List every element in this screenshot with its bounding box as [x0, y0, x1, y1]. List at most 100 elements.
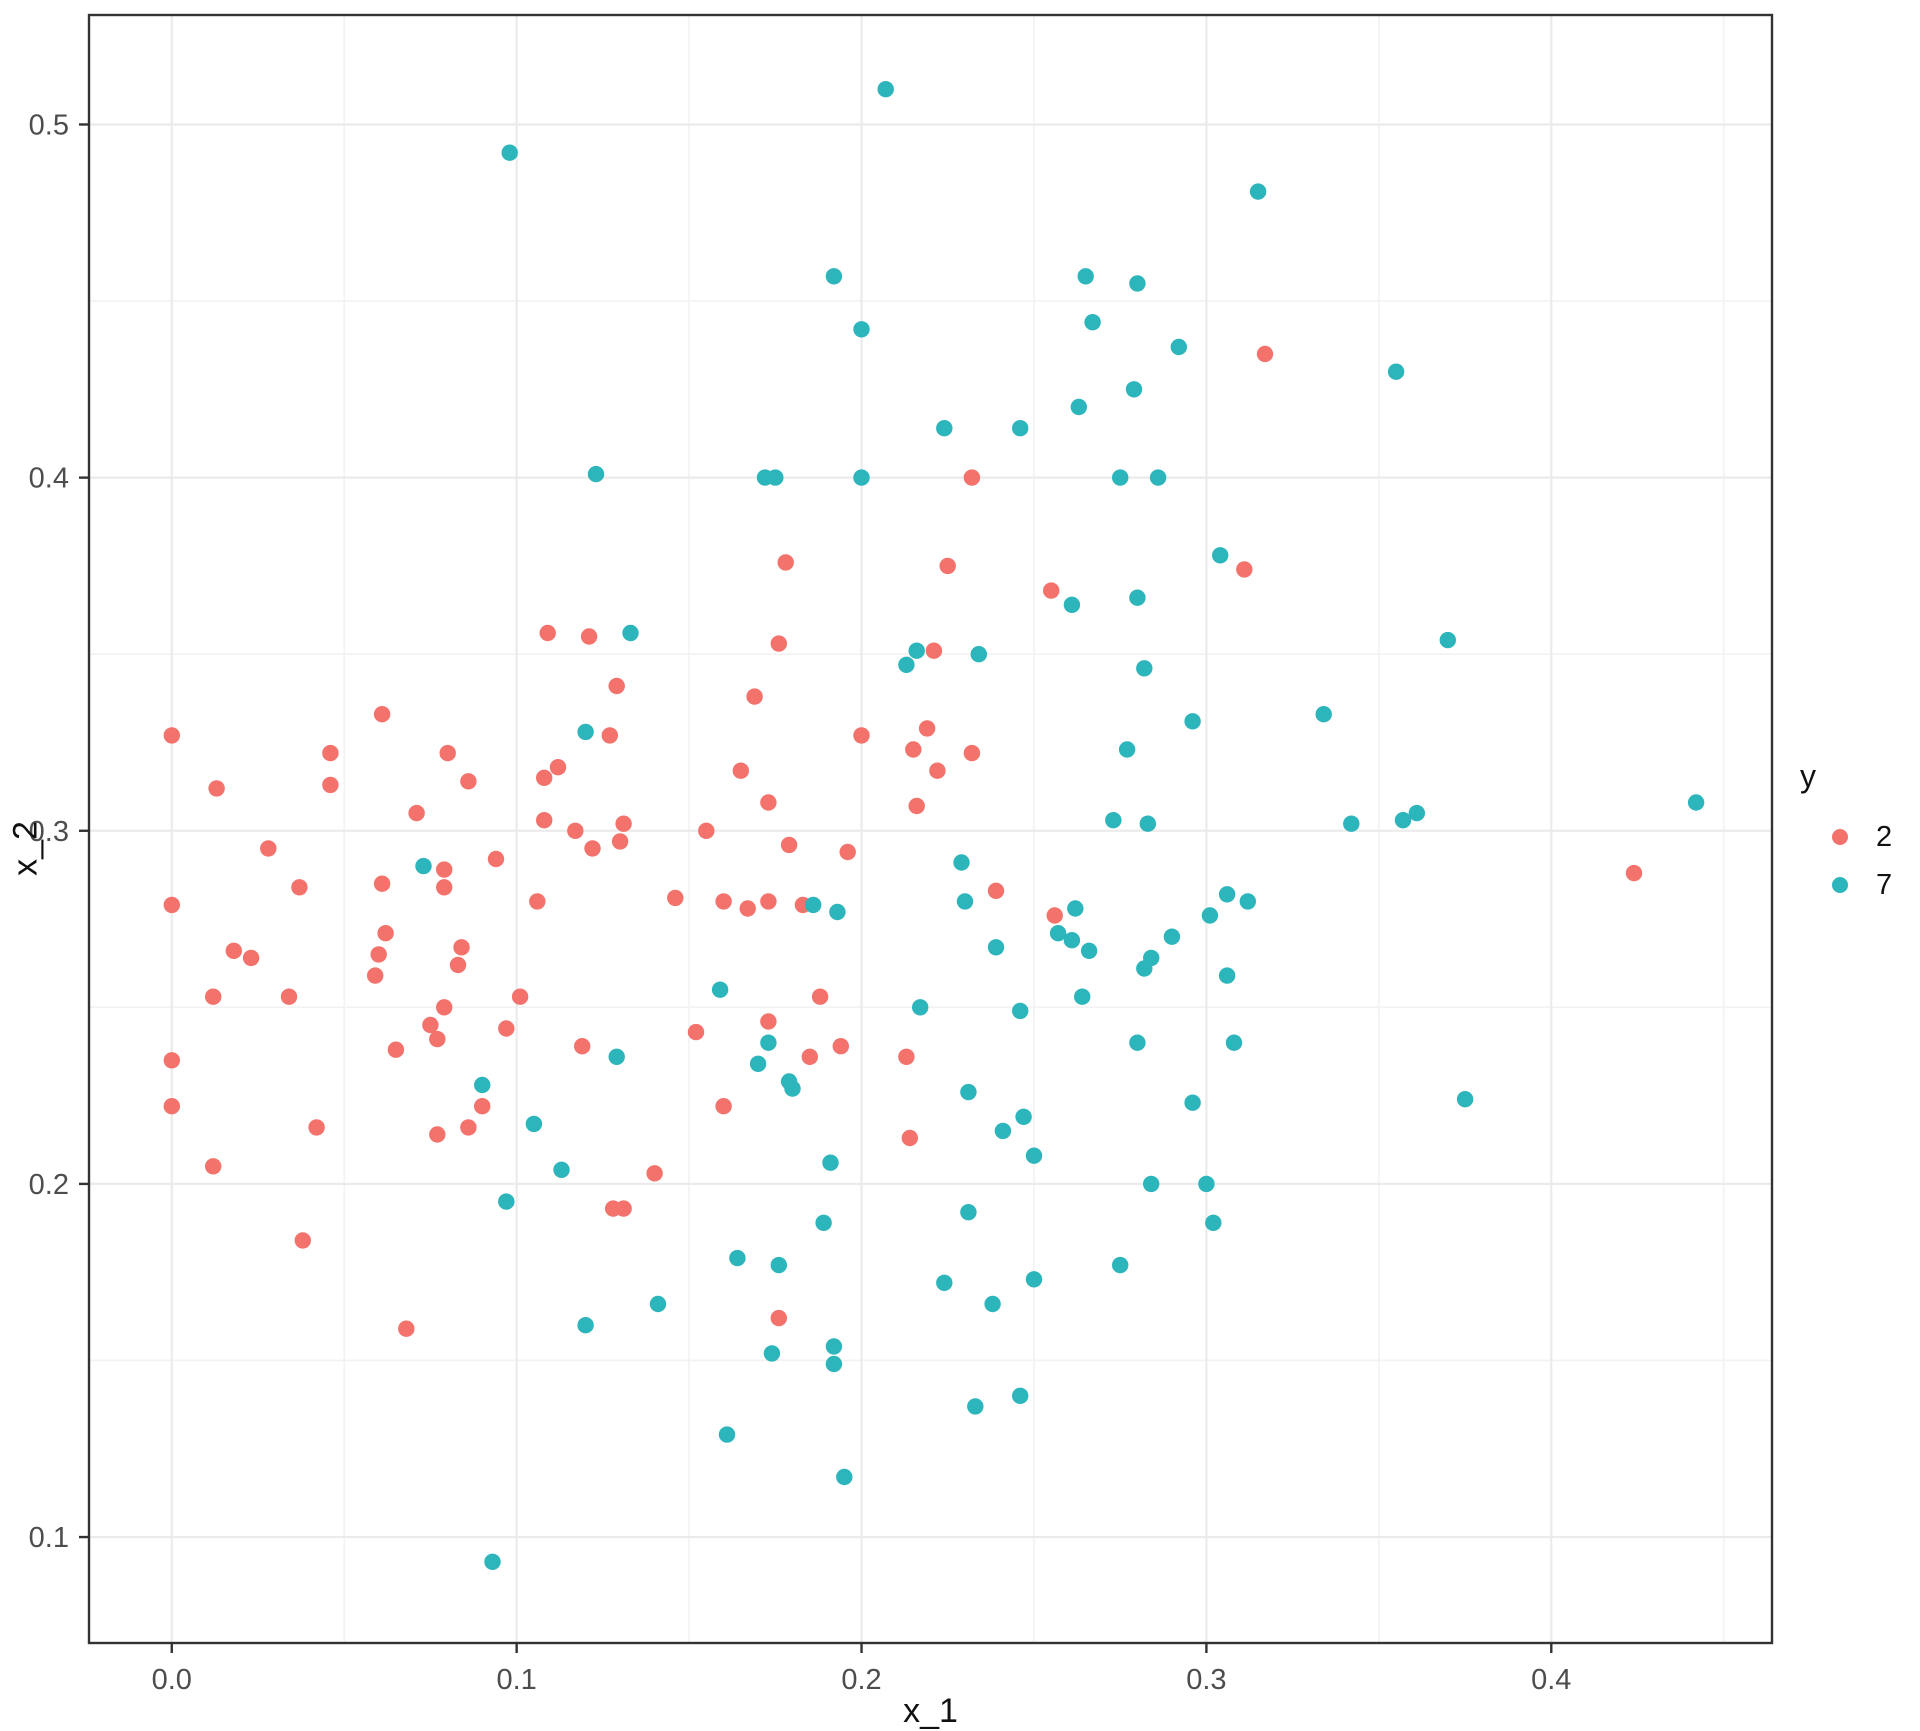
data-point-class-7 — [1143, 1175, 1160, 1193]
data-point-class-2 — [322, 744, 339, 762]
data-point-class-2 — [780, 836, 798, 854]
data-point-class-7 — [1118, 741, 1136, 758]
data-point-class-7 — [415, 857, 432, 875]
x-tick-label: 0.4 — [1531, 1664, 1571, 1696]
data-point-class-2 — [373, 706, 391, 723]
data-point-class-7 — [577, 723, 594, 741]
data-point-class-2 — [429, 1126, 446, 1143]
data-point-class-2 — [163, 1098, 180, 1115]
data-point-class-2 — [905, 741, 922, 758]
data-point-class-2 — [715, 1098, 732, 1115]
y-tick-label: 0.2 — [29, 1169, 69, 1201]
data-point-class-2 — [901, 1129, 918, 1147]
data-point-class-7 — [1456, 1091, 1474, 1108]
data-point-class-7 — [898, 656, 915, 673]
data-point-class-7 — [822, 1154, 839, 1171]
data-point-class-2 — [529, 893, 546, 910]
data-point-class-7 — [760, 1034, 777, 1051]
data-point-class-2 — [770, 635, 787, 652]
data-point-class-2 — [436, 861, 453, 878]
legend-swatch-class-7-icon — [1832, 877, 1848, 893]
data-point-class-2 — [925, 642, 943, 659]
data-point-class-7 — [853, 469, 870, 486]
data-point-class-7 — [1125, 381, 1143, 398]
data-point-class-7 — [984, 1295, 1001, 1313]
data-point-class-7 — [1112, 1256, 1129, 1274]
data-point-class-2 — [242, 949, 260, 967]
data-point-class-2 — [163, 727, 180, 744]
data-point-class-2 — [908, 797, 925, 815]
data-point-class-7 — [1205, 1214, 1222, 1232]
y-tick-label: 0.3 — [29, 816, 69, 848]
data-point-class-2 — [611, 833, 629, 850]
data-point-class-2 — [453, 939, 470, 956]
data-point-class-7 — [1112, 469, 1129, 486]
data-point-class-2 — [422, 1016, 439, 1034]
data-point-class-7 — [1687, 794, 1705, 811]
data-point-class-2 — [939, 557, 956, 575]
data-point-class-2 — [584, 840, 601, 857]
data-point-class-7 — [815, 1214, 832, 1232]
data-point-class-2 — [460, 773, 477, 790]
data-point-class-2 — [739, 900, 756, 917]
data-point-class-7 — [1149, 469, 1167, 486]
data-point-class-7 — [1136, 960, 1153, 977]
data-point-class-7 — [784, 1080, 801, 1097]
data-point-class-7 — [1129, 1034, 1146, 1051]
data-point-class-7 — [1105, 812, 1122, 829]
data-point-class-2 — [574, 1038, 591, 1055]
data-point-class-2 — [408, 804, 425, 822]
data-point-class-2 — [208, 780, 225, 797]
legend-label-class-7: 7 — [1876, 868, 1893, 901]
data-point-class-7 — [1218, 886, 1236, 903]
legend-label-class-2: 2 — [1876, 820, 1893, 853]
data-point-class-2 — [601, 727, 618, 744]
data-point-class-7 — [1063, 932, 1081, 949]
data-point-class-2 — [460, 1119, 477, 1136]
data-point-class-2 — [987, 882, 1005, 899]
data-point-class-7 — [1218, 967, 1236, 984]
data-point-class-7 — [956, 893, 974, 910]
data-point-class-2 — [1256, 345, 1274, 363]
data-point-class-7 — [1015, 1108, 1032, 1126]
data-point-class-7 — [825, 268, 843, 285]
data-point-class-7 — [1343, 815, 1360, 832]
data-point-class-7 — [729, 1249, 746, 1267]
legend-title: y — [1800, 758, 1816, 794]
data-point-class-2 — [387, 1041, 405, 1058]
x-tick-label: 0.0 — [152, 1664, 192, 1696]
data-point-class-2 — [667, 889, 684, 907]
data-point-class-7 — [825, 1338, 843, 1355]
data-point-class-2 — [746, 688, 763, 705]
data-point-class-7 — [825, 1355, 843, 1373]
data-point-class-7 — [953, 854, 970, 871]
x-axis-title: x_1 — [903, 1692, 958, 1730]
data-point-class-7 — [770, 1256, 787, 1274]
data-point-class-7 — [553, 1161, 570, 1179]
data-point-class-2 — [308, 1119, 325, 1136]
data-point-class-2 — [698, 822, 715, 839]
data-point-class-2 — [770, 1309, 787, 1327]
data-point-class-7 — [1387, 363, 1405, 380]
data-point-class-7 — [1084, 314, 1101, 331]
data-point-class-2 — [163, 1052, 180, 1069]
data-point-class-2 — [536, 769, 553, 786]
data-point-class-2 — [715, 893, 732, 910]
data-point-class-7 — [994, 1122, 1012, 1140]
data-point-class-2 — [280, 988, 298, 1005]
data-point-class-7 — [1049, 925, 1067, 942]
data-point-class-2 — [615, 815, 632, 832]
data-point-class-7 — [498, 1193, 515, 1210]
data-point-class-7 — [1184, 713, 1201, 730]
data-point-class-2 — [898, 1048, 915, 1066]
data-point-class-7 — [1184, 1094, 1201, 1111]
data-point-class-2 — [511, 988, 529, 1005]
data-point-class-7 — [484, 1553, 501, 1571]
data-point-class-7 — [587, 465, 605, 483]
data-point-class-7 — [970, 646, 987, 663]
data-point-class-7 — [1077, 268, 1094, 285]
data-point-class-7 — [622, 624, 639, 642]
data-point-class-2 — [373, 875, 391, 892]
data-point-class-2 — [163, 896, 180, 914]
